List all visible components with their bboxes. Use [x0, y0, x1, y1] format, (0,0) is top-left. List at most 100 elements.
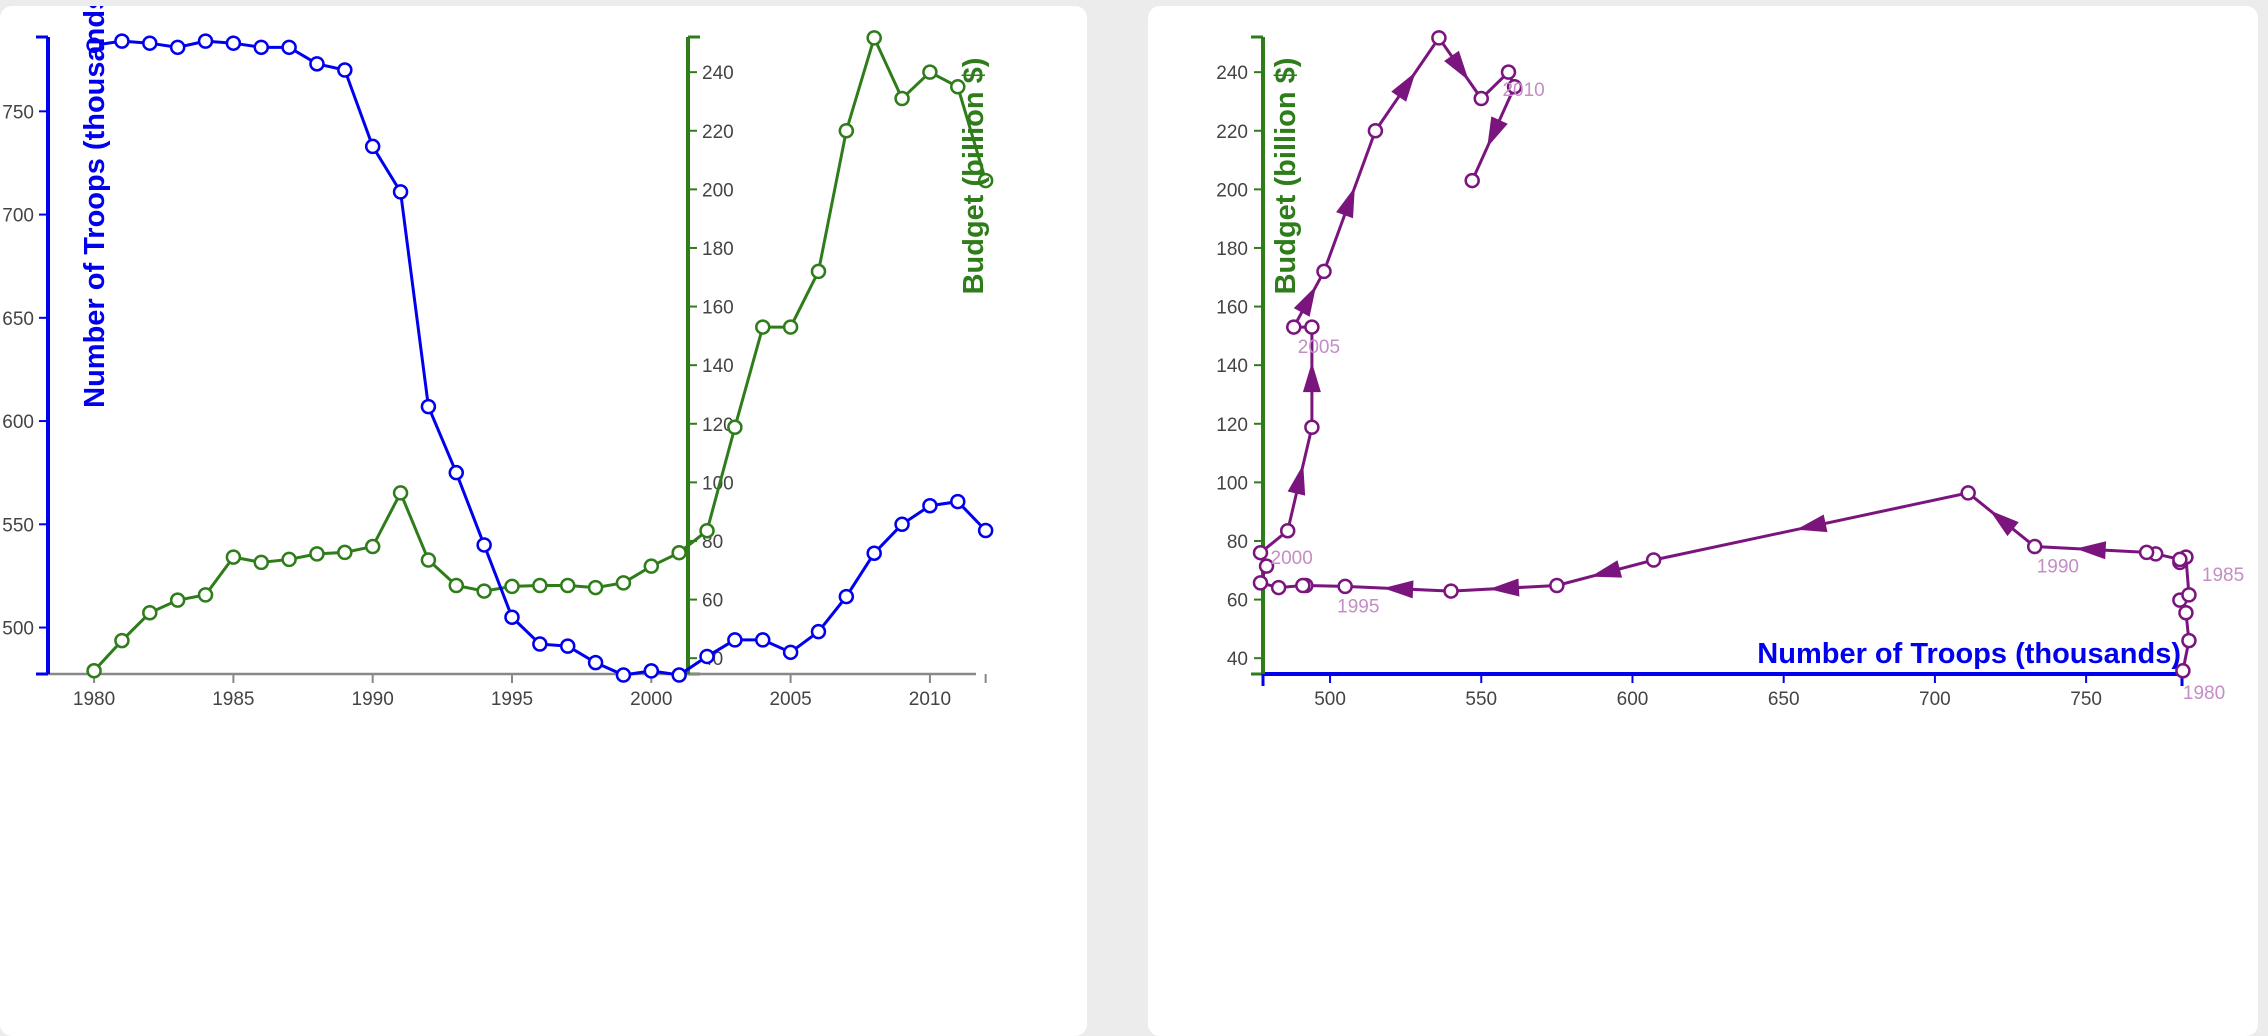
troops-point — [894, 516, 910, 533]
budget-tick-label: 240 — [702, 63, 734, 84]
year-point — [1506, 79, 1523, 95]
budget-point — [755, 319, 771, 335]
year-point — [1431, 30, 1447, 46]
troops-point — [253, 39, 269, 56]
troops-point — [615, 667, 632, 683]
troops-tick-label: 600 — [1617, 689, 1649, 710]
budget-tick-label: 180 — [1216, 239, 1248, 260]
troops-point — [587, 654, 604, 671]
budget-tick-label: 200 — [1216, 180, 1248, 201]
budget-point — [671, 544, 687, 561]
budget-point — [532, 577, 548, 594]
troops-point — [337, 62, 353, 78]
direction-arrow — [2075, 541, 2107, 560]
troops-point — [866, 545, 882, 561]
budget-point — [114, 632, 130, 649]
x-tick-label: 2005 — [769, 689, 811, 710]
budget-tick-label: 160 — [702, 298, 734, 319]
budget-point — [309, 546, 325, 562]
troops-point — [699, 648, 715, 665]
budget-tick-label: 140 — [702, 356, 734, 377]
budget-point — [225, 549, 242, 565]
budget-point — [894, 90, 910, 107]
budget-tick-label: 100 — [702, 473, 734, 494]
budget-tick-label: 60 — [1227, 591, 1248, 612]
troops-point — [727, 632, 743, 648]
troops-point — [504, 609, 520, 625]
year-point — [1316, 263, 1332, 280]
direction-arrow — [1287, 464, 1306, 496]
troops-point — [671, 667, 687, 683]
year-label: 2000 — [1271, 548, 1313, 569]
x-tick-label: 1995 — [491, 689, 533, 710]
direction-arrow — [1590, 560, 1623, 578]
budget-point — [922, 64, 938, 80]
budget-tick-label: 140 — [1216, 356, 1248, 377]
budget-point — [643, 558, 660, 574]
x-tick-label: 2000 — [630, 689, 672, 710]
budget-point — [587, 579, 604, 596]
budget-tick-label: 220 — [1216, 122, 1248, 143]
direction-arrow — [1391, 71, 1416, 102]
troops-point — [420, 398, 437, 415]
year-label: 2005 — [1298, 337, 1340, 358]
budget-tick-label: 60 — [702, 591, 723, 612]
budget-point — [866, 30, 882, 46]
budget-point — [950, 79, 966, 95]
budget-axis-title: Budget (billion $) — [958, 58, 990, 295]
x-tick-label: 2010 — [909, 689, 951, 710]
budget-point — [142, 605, 158, 621]
troops-tick-label: 650 — [1768, 689, 1800, 710]
direction-arrow — [1487, 116, 1508, 148]
troops-point — [922, 497, 938, 514]
troops-point — [782, 644, 799, 661]
direction-arrow — [1444, 50, 1469, 81]
year-point — [1252, 575, 1269, 591]
direction-arrow — [1302, 362, 1321, 393]
budget-point — [559, 577, 576, 594]
troops-point — [448, 464, 465, 481]
year-point — [1286, 319, 1302, 335]
budget-point — [169, 592, 186, 608]
troops-tick-label: 750 — [2, 102, 34, 123]
troops-point — [977, 522, 994, 539]
year-point — [1367, 123, 1384, 139]
budget-tick-label: 120 — [702, 415, 734, 436]
troops-tick-label: 500 — [1314, 689, 1346, 710]
connected-scatter-panel: 40 60 80 100 120 140 160 180 200 220 240 500 550 600… — [1148, 6, 2258, 1036]
direction-arrow — [1336, 186, 1355, 219]
budget-point — [699, 522, 715, 539]
year-point — [1443, 583, 1459, 599]
year-point — [1500, 64, 1517, 80]
year-point — [1960, 485, 1976, 501]
year-point — [1258, 558, 1275, 574]
year-point — [1295, 577, 1311, 594]
troops-point — [281, 39, 297, 56]
direction-arrow — [1796, 514, 1828, 533]
troops-tick-label: 550 — [1465, 689, 1497, 710]
troops-point — [225, 35, 242, 51]
year-point — [2175, 663, 2191, 679]
troops-point — [755, 632, 771, 648]
budget-point — [782, 319, 799, 335]
year-point — [1270, 579, 1287, 596]
troops-point — [169, 39, 186, 56]
year-point — [1645, 552, 1662, 568]
year-point — [2026, 538, 2043, 555]
troops-point — [309, 56, 325, 72]
year-point — [2172, 551, 2188, 568]
year-point — [1549, 577, 1565, 594]
budget-point — [977, 172, 994, 189]
budget-point — [615, 575, 632, 591]
connected-scatterplot: 40 60 80 100 120 140 160 180 200 220 240 500 550 600… — [1216, 30, 2244, 710]
year-label: 1995 — [1337, 596, 1379, 617]
year-point — [2181, 587, 2197, 603]
troops-tick-label: 600 — [2, 412, 34, 433]
budget-tick-label: 40 — [1227, 649, 1248, 670]
budget-tick-label: 240 — [1216, 63, 1248, 84]
year-point — [1337, 578, 1353, 595]
budget-tick-label: 180 — [702, 239, 734, 260]
troops-point — [114, 33, 130, 49]
troops-point — [810, 623, 827, 640]
